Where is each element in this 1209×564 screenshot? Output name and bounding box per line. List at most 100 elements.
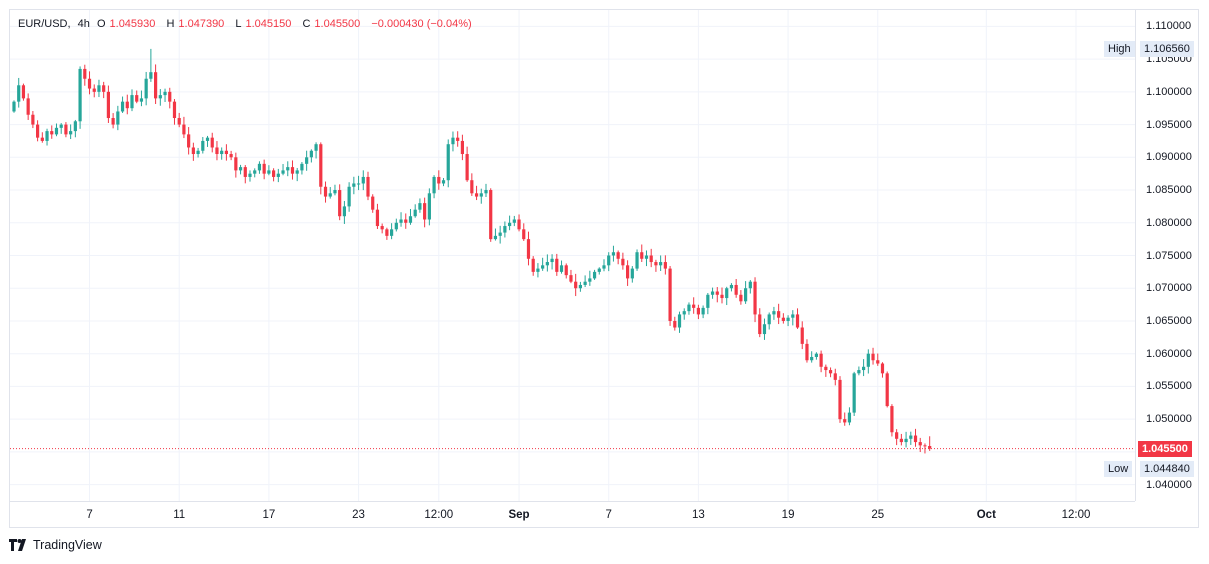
candle-body [649, 255, 653, 263]
candle-body [17, 85, 21, 102]
candle-body [744, 288, 748, 302]
candle-body [913, 435, 918, 443]
x-tick-label: 19 [781, 509, 795, 521]
candle-body [328, 193, 332, 197]
candle-body [578, 284, 582, 289]
candle-body [234, 157, 238, 171]
candle-body [149, 72, 153, 79]
candle-body [583, 281, 587, 285]
candle-body [262, 163, 266, 174]
candle-body [541, 265, 545, 269]
symbol-label[interactable]: EUR/USD [18, 18, 68, 30]
candle-body [446, 144, 450, 181]
grid-lines [10, 10, 1135, 501]
candle-body [611, 252, 616, 256]
candle-body [267, 170, 271, 174]
candle-body [229, 154, 233, 158]
candle-body [479, 193, 483, 197]
candle-body [843, 419, 847, 423]
y-tick-label: 1.065000 [1146, 314, 1192, 327]
time-axis[interactable]: 7 11 17 23 12:00 Sep 7 13 19 25 Oct 12:00 [10, 501, 1135, 528]
candle-body [833, 373, 837, 380]
candle-body [182, 124, 186, 135]
candle-body [923, 445, 927, 447]
candle-body [753, 281, 757, 315]
candle-body [92, 88, 96, 92]
candle-body [314, 144, 318, 151]
candle-body [493, 235, 498, 240]
candle-body [177, 118, 181, 125]
candle-body [371, 196, 375, 210]
candle-body [592, 271, 597, 279]
y-tick-label: 1.090000 [1146, 151, 1192, 164]
tradingview-logo-icon [9, 539, 26, 551]
candle-body [323, 186, 328, 197]
candle-body [890, 406, 894, 433]
candle-body [21, 85, 26, 99]
candle-body [828, 370, 833, 374]
candle-body [607, 255, 611, 266]
y-tick-label: 1.060000 [1146, 347, 1192, 360]
y-tick-label: 1.110000 [1146, 20, 1192, 33]
y-tick-label: 1.080000 [1146, 216, 1192, 229]
candle-body [508, 222, 512, 227]
x-tick-label: 13 [691, 509, 705, 521]
y-tick-label: 1.075000 [1146, 249, 1192, 262]
candle-body [130, 95, 134, 109]
candle-body [729, 284, 734, 289]
candle-body [154, 72, 158, 99]
candle-body [857, 370, 861, 374]
candle-body [158, 95, 162, 99]
tradingview-logo[interactable]: TradingView [9, 538, 102, 552]
candle-body [191, 147, 195, 155]
candle-body [172, 101, 177, 119]
chart-frame: EUR/USD, 4h O 1.045930 H 1.047390 L 1.04515… [9, 9, 1199, 528]
y-tick-label: 1.040000 [1146, 478, 1192, 491]
open-value: 1.045930 [109, 18, 156, 30]
chart-legend: EUR/USD, 4h O 1.045930 H 1.047390 L 1.04515… [18, 18, 472, 30]
y-tick-label: 1.050000 [1146, 413, 1192, 426]
candle-body [895, 432, 899, 439]
candle-body [26, 98, 30, 115]
candle-body [663, 262, 667, 269]
candle-body [390, 229, 394, 236]
candle-body [720, 294, 724, 299]
candle-body [366, 176, 370, 197]
price-axis[interactable]: 1.110000 1.105000 1.100000 1.095000 1.090000… [1104, 10, 1200, 501]
candle-body [248, 173, 252, 177]
candle-body [441, 180, 446, 184]
candle-body [54, 127, 59, 135]
interval-label[interactable]: 4h [77, 18, 90, 30]
candle-body [588, 278, 592, 282]
candle-body [498, 232, 502, 236]
candle-body [918, 442, 922, 446]
candle-body [465, 154, 469, 181]
candle-body [163, 91, 167, 96]
last-price-tag: 1.045500 [1138, 440, 1192, 457]
candle-body [597, 268, 601, 272]
candle-body [286, 167, 290, 171]
candle-body [451, 137, 455, 145]
x-tick-label: Sep [508, 509, 530, 521]
candle-body [102, 85, 106, 92]
x-tick-label: 7 [605, 509, 612, 521]
candle-body [187, 134, 191, 148]
price-chart-plot[interactable] [10, 10, 1135, 501]
y-tick-label: 1.055000 [1146, 380, 1192, 393]
candle-body [484, 190, 488, 194]
candle-body [885, 373, 889, 407]
candle-body [423, 203, 427, 220]
candle-body [427, 193, 431, 220]
candle-body [243, 167, 247, 177]
candle-body [512, 219, 516, 223]
x-tick-label: 25 [871, 509, 885, 521]
candle-body [139, 98, 144, 102]
candle-body [276, 173, 280, 177]
candle-body [168, 91, 172, 102]
candle-body [862, 366, 866, 371]
candle-body [238, 167, 243, 171]
candle-body [116, 111, 120, 125]
high-label: H [166, 18, 175, 30]
candle-body [356, 183, 361, 185]
candle-body [810, 356, 814, 361]
